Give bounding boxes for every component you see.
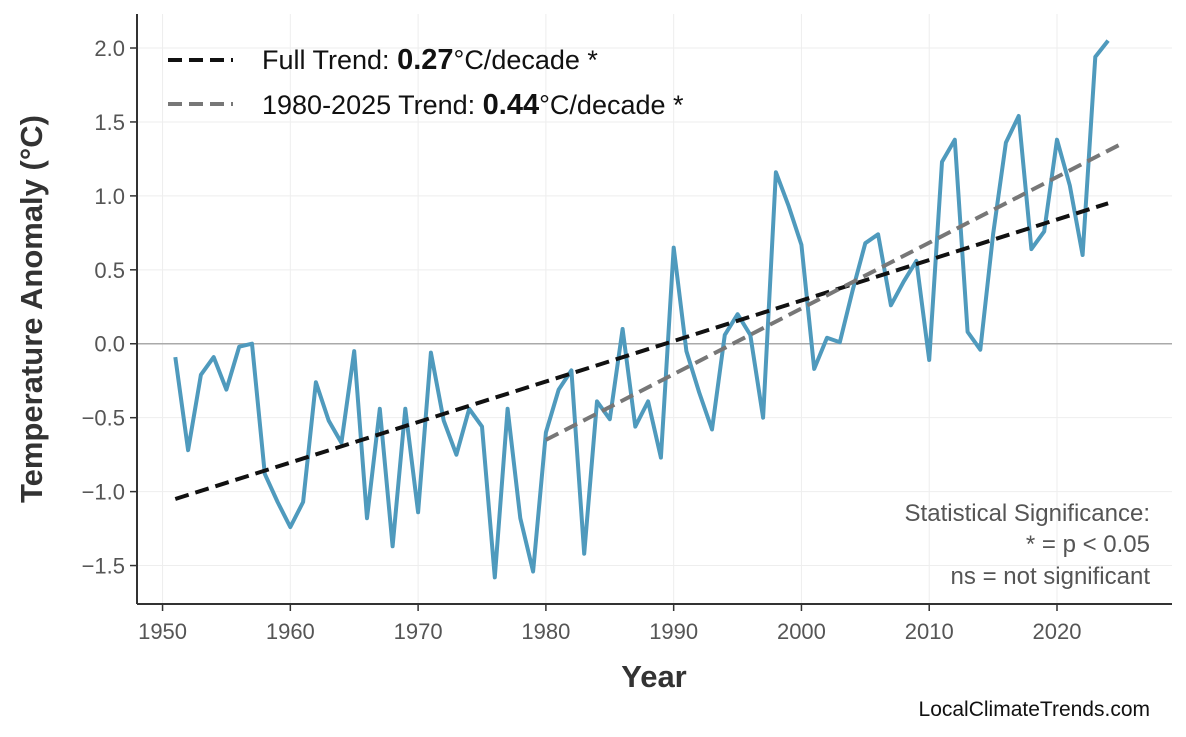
x-axis-label: Year [621,659,687,694]
legend: Full Trend: 0.27°C/decade * 1980-2025 Tr… [168,44,684,121]
x-tick-label: 1950 [138,619,187,644]
y-tick-label: 2.0 [94,36,125,61]
x-tick-label: 1990 [649,619,698,644]
note-line: * = p < 0.05 [1026,531,1150,558]
legend-label-full-trend: Full Trend: 0.27°C/decade * [262,44,598,76]
full-trend-line [174,201,1109,501]
y-tick-label: −1.5 [82,554,125,579]
x-ticks: 1950 1960 1970 1980 1990 2000 2010 2020 [138,604,1081,644]
y-ticks: 2.0 1.5 1.0 0.5 0.0 −0.5 −1.0 −1.5 [82,36,137,579]
y-tick-label: 1.5 [94,110,125,135]
x-tick-label: 1980 [521,619,570,644]
recent-trend-line [544,142,1122,442]
note-line: ns = not significant [951,563,1151,590]
x-tick-label: 2020 [1033,619,1082,644]
x-tick-label: 2000 [777,619,826,644]
y-axis-label: Temperature Anomaly (°C) [14,115,49,503]
y-tick-label: 0.5 [94,258,125,283]
legend-label-1980-trend: 1980-2025 Trend: 0.44°C/decade * [262,89,684,121]
x-tick-label: 2010 [905,619,954,644]
note-line: Statistical Significance: [905,500,1150,527]
y-tick-label: 0.0 [94,332,125,357]
series-layer [173,39,1122,580]
watermark: LocalClimateTrends.com [919,698,1150,721]
temperature-anomaly-line [173,39,1110,580]
x-tick-label: 1960 [266,619,315,644]
y-tick-label: −1.0 [82,480,125,505]
y-tick-label: −0.5 [82,406,125,431]
y-tick-label: 1.0 [94,184,125,209]
significance-note: Statistical Significance: * = p < 0.05 n… [905,500,1151,590]
x-tick-label: 1970 [394,619,443,644]
